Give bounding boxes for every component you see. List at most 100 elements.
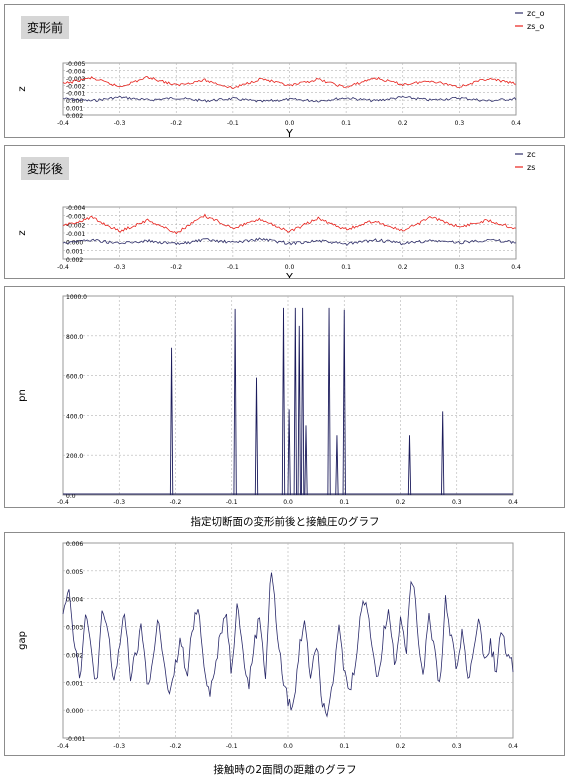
series-line-gap: [62, 572, 514, 718]
caption-gap: 接触時の2面間の距離のグラフ: [213, 764, 357, 776]
legend-label: zc_o: [527, 9, 545, 18]
y-tick-label: -0.003: [66, 76, 86, 83]
y-tick-label: 0.002: [66, 113, 83, 120]
y-tick-label: 0.005: [66, 569, 83, 576]
x-tick-label: 0.1: [341, 120, 351, 127]
chart-panel-gap: -0.4 -0.3 -0.2 -0.1 0.0 0.1 0.2 0.3 0.4 -0.001 0.0…: [4, 532, 565, 756]
x-tick-label: -0.2: [170, 120, 182, 127]
panel-label-before: 変形前: [21, 16, 70, 39]
y-axis-label: z: [17, 86, 28, 91]
x-tick-label: 0.3: [452, 499, 462, 506]
y-tick-label: -0.001: [66, 736, 86, 743]
y-tick-label: 0.0: [66, 493, 76, 500]
y-tick-label: 1000.0: [66, 294, 87, 301]
x-tick-label: 0.1: [339, 499, 349, 506]
x-tick-label: -0.3: [113, 743, 125, 750]
x-tick-label: 0.2: [398, 264, 408, 271]
legend-label: zs_o: [527, 22, 544, 31]
x-tick-label: 0.4: [511, 264, 521, 271]
x-tick-label: -0.2: [170, 264, 182, 271]
y-tick-label: 0.002: [66, 257, 83, 264]
y-tick-label: -0.001: [66, 231, 86, 238]
y-tick-label: 0.004: [66, 597, 83, 604]
x-tick-label: 0.4: [508, 499, 518, 506]
x-tick-label: 0.0: [285, 264, 295, 271]
y-tick-label: 0.001: [66, 106, 83, 113]
legend-label: zs: [527, 163, 535, 172]
x-tick-label: 0.1: [341, 264, 351, 271]
chart-panel-after: -0.4 -0.3 -0.2 -0.1 0.0 0.1 0.2 0.3 0.4 -0.004 -0.…: [4, 145, 565, 279]
y-axis-label: pn: [17, 389, 28, 402]
chart-panel-before: -0.4 -0.3 -0.2 -0.1 0.0 0.1 0.2 0.3 0.4 -0.005 -0.…: [4, 4, 565, 138]
y-tick-label: -0.002: [66, 222, 86, 229]
series-line-zs: [62, 213, 517, 235]
x-tick-label: 0.3: [455, 264, 465, 271]
x-tick-label: 0.0: [285, 120, 295, 127]
x-tick-label: 0.3: [455, 120, 465, 127]
x-tick-label: 0.4: [508, 743, 518, 750]
y-tick-label: -0.004: [66, 68, 86, 75]
series-line-zc: [62, 237, 517, 247]
y-tick-label: -0.005: [66, 61, 86, 68]
y-tick-label: 200.0: [66, 453, 83, 460]
pn-spike: [281, 307, 286, 496]
x-tick-label: -0.2: [170, 499, 182, 506]
chart-after: -0.4 -0.3 -0.2 -0.1 0.0 0.1 0.2 0.3 0.4 -0.004 -0.…: [17, 150, 536, 279]
y-tick-label: 0.001: [66, 680, 83, 687]
pn-spike: [169, 347, 174, 496]
panel-label-after: 変形後: [21, 157, 70, 180]
x-tick-label: 0.4: [511, 120, 521, 127]
x-axis-label: Y: [285, 127, 293, 138]
y-tick-label: 0.002: [66, 652, 83, 659]
x-tick-label: 0.2: [396, 743, 406, 750]
x-tick-label: -0.1: [226, 743, 238, 750]
x-tick-label: 0.2: [398, 120, 408, 127]
pn-spike: [287, 409, 291, 496]
x-tick-label: -0.4: [57, 499, 69, 506]
y-tick-label: -0.002: [66, 83, 86, 90]
pn-spike: [233, 308, 237, 496]
y-tick-label: -0.003: [66, 214, 86, 221]
x-tick-label: 0.3: [452, 743, 462, 750]
pn-spike: [293, 307, 297, 496]
pn-spike: [254, 377, 259, 496]
x-tick-label: 0.2: [396, 499, 406, 506]
pn-spike: [304, 425, 308, 496]
chart-gap: -0.4 -0.3 -0.2 -0.1 0.0 0.1 0.2 0.3 0.4 -0.001 0.0…: [17, 541, 518, 750]
y-tick-label: -0.004: [66, 205, 86, 212]
y-tick-label: 0.000: [66, 708, 83, 715]
caption-contact: 指定切断面の変形前後と接触圧のグラフ: [190, 516, 380, 528]
series-line-zc_o: [62, 95, 517, 103]
pn-spike: [335, 435, 339, 496]
y-tick-label: 0.006: [66, 541, 83, 548]
pn-spike: [327, 307, 331, 496]
y-tick-label: 0.003: [66, 625, 83, 632]
pn-spike: [407, 435, 412, 496]
x-tick-label: -0.3: [114, 264, 126, 271]
x-tick-label: -0.1: [227, 264, 239, 271]
y-axis-label: gap: [17, 631, 28, 650]
pn-spike: [342, 309, 346, 496]
x-tick-label: -0.3: [114, 120, 126, 127]
x-tick-label: -0.4: [57, 743, 69, 750]
x-axis-label: Y: [285, 271, 293, 279]
y-tick-label: 0.001: [66, 248, 83, 255]
x-tick-label: -0.2: [170, 743, 182, 750]
pn-spike: [441, 411, 445, 496]
x-tick-label: -0.4: [57, 120, 69, 127]
y-tick-label: 0.000: [66, 240, 83, 247]
x-tick-label: -0.1: [227, 120, 239, 127]
x-tick-label: 0.0: [283, 499, 293, 506]
y-tick-label: -0.001: [66, 91, 86, 98]
legend-label: zc: [527, 150, 536, 159]
y-tick-label: 400.0: [66, 413, 83, 420]
series-line-zs_o: [62, 76, 517, 89]
chart-pn: -0.4 -0.3 -0.2 -0.1 0.0 0.1 0.2 0.3 0.4 0.0 200.0 4…: [17, 294, 518, 506]
x-tick-label: 0.1: [339, 743, 349, 750]
y-tick-label: 0.000: [66, 98, 83, 105]
y-tick-label: 600.0: [66, 374, 83, 381]
y-tick-label: 800.0: [66, 334, 83, 341]
chart-panel-pn: -0.4 -0.3 -0.2 -0.1 0.0 0.1 0.2 0.3 0.4 0.0 200.0 4…: [4, 286, 565, 508]
x-tick-label: -0.1: [226, 499, 238, 506]
x-tick-label: -0.4: [57, 264, 69, 271]
